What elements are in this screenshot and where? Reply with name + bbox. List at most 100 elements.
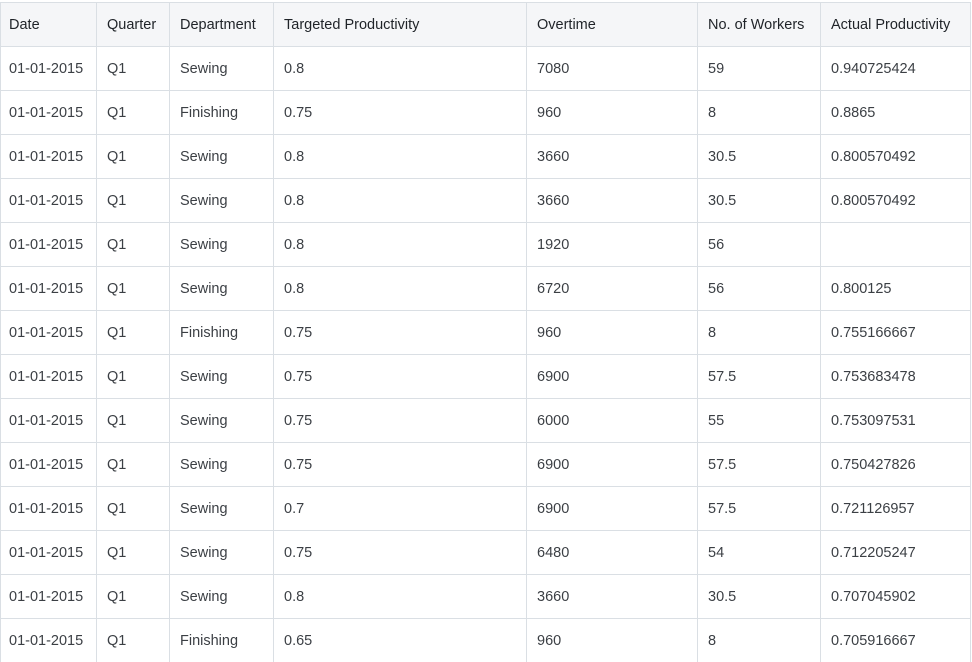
quarter-cell[interactable]: Q1: [97, 619, 170, 662]
actual-productivity-cell[interactable]: 0.753097531: [821, 399, 971, 443]
department-cell[interactable]: Sewing: [170, 179, 274, 223]
overtime-cell[interactable]: 3660: [527, 575, 698, 619]
date-cell[interactable]: 01-01-2015: [1, 487, 97, 531]
no-of-workers-cell[interactable]: 30.5: [698, 575, 821, 619]
overtime-cell[interactable]: 6900: [527, 355, 698, 399]
targeted-productivity-cell[interactable]: 0.75: [274, 443, 527, 487]
overtime-cell[interactable]: 3660: [527, 135, 698, 179]
department-cell[interactable]: Sewing: [170, 443, 274, 487]
no-of-workers-cell[interactable]: 55: [698, 399, 821, 443]
column-header-date[interactable]: Date: [1, 3, 97, 47]
column-header-actual-productivity[interactable]: Actual Productivity: [821, 3, 971, 47]
department-cell[interactable]: Sewing: [170, 531, 274, 575]
overtime-cell[interactable]: 1920: [527, 223, 698, 267]
department-cell[interactable]: Sewing: [170, 487, 274, 531]
department-cell[interactable]: Sewing: [170, 223, 274, 267]
department-cell[interactable]: Sewing: [170, 399, 274, 443]
actual-productivity-cell[interactable]: 0.753683478: [821, 355, 971, 399]
no-of-workers-cell[interactable]: 57.5: [698, 487, 821, 531]
actual-productivity-cell[interactable]: 0.800125: [821, 267, 971, 311]
no-of-workers-cell[interactable]: 8: [698, 619, 821, 662]
overtime-cell[interactable]: 7080: [527, 47, 698, 91]
targeted-productivity-cell[interactable]: 0.75: [274, 355, 527, 399]
department-cell[interactable]: Sewing: [170, 47, 274, 91]
department-cell[interactable]: Sewing: [170, 135, 274, 179]
no-of-workers-cell[interactable]: 8: [698, 311, 821, 355]
targeted-productivity-cell[interactable]: 0.8: [274, 135, 527, 179]
quarter-cell[interactable]: Q1: [97, 355, 170, 399]
department-cell[interactable]: Sewing: [170, 267, 274, 311]
date-cell[interactable]: 01-01-2015: [1, 179, 97, 223]
no-of-workers-cell[interactable]: 8: [698, 91, 821, 135]
actual-productivity-cell[interactable]: 0.800570492: [821, 179, 971, 223]
actual-productivity-cell[interactable]: 0.800570492: [821, 135, 971, 179]
overtime-cell[interactable]: 960: [527, 619, 698, 662]
quarter-cell[interactable]: Q1: [97, 575, 170, 619]
overtime-cell[interactable]: 960: [527, 311, 698, 355]
targeted-productivity-cell[interactable]: 0.75: [274, 91, 527, 135]
actual-productivity-cell[interactable]: 0.755166667: [821, 311, 971, 355]
date-cell[interactable]: 01-01-2015: [1, 223, 97, 267]
quarter-cell[interactable]: Q1: [97, 487, 170, 531]
overtime-cell[interactable]: 6480: [527, 531, 698, 575]
no-of-workers-cell[interactable]: 57.5: [698, 443, 821, 487]
targeted-productivity-cell[interactable]: 0.8: [274, 47, 527, 91]
actual-productivity-cell[interactable]: 0.712205247: [821, 531, 971, 575]
quarter-cell[interactable]: Q1: [97, 179, 170, 223]
actual-productivity-cell[interactable]: 0.8865: [821, 91, 971, 135]
department-cell[interactable]: Finishing: [170, 311, 274, 355]
no-of-workers-cell[interactable]: 54: [698, 531, 821, 575]
targeted-productivity-cell[interactable]: 0.75: [274, 399, 527, 443]
date-cell[interactable]: 01-01-2015: [1, 575, 97, 619]
quarter-cell[interactable]: Q1: [97, 443, 170, 487]
overtime-cell[interactable]: 6720: [527, 267, 698, 311]
date-cell[interactable]: 01-01-2015: [1, 531, 97, 575]
overtime-cell[interactable]: 6900: [527, 487, 698, 531]
overtime-cell[interactable]: 6900: [527, 443, 698, 487]
no-of-workers-cell[interactable]: 57.5: [698, 355, 821, 399]
date-cell[interactable]: 01-01-2015: [1, 267, 97, 311]
actual-productivity-cell[interactable]: 0.750427826: [821, 443, 971, 487]
actual-productivity-cell[interactable]: 0.707045902: [821, 575, 971, 619]
targeted-productivity-cell[interactable]: 0.7: [274, 487, 527, 531]
date-cell[interactable]: 01-01-2015: [1, 443, 97, 487]
quarter-cell[interactable]: Q1: [97, 399, 170, 443]
no-of-workers-cell[interactable]: 59: [698, 47, 821, 91]
targeted-productivity-cell[interactable]: 0.75: [274, 311, 527, 355]
date-cell[interactable]: 01-01-2015: [1, 47, 97, 91]
targeted-productivity-cell[interactable]: 0.8: [274, 179, 527, 223]
actual-productivity-cell[interactable]: 0.721126957: [821, 487, 971, 531]
department-cell[interactable]: Sewing: [170, 575, 274, 619]
column-header-overtime[interactable]: Overtime: [527, 3, 698, 47]
date-cell[interactable]: 01-01-2015: [1, 355, 97, 399]
overtime-cell[interactable]: 960: [527, 91, 698, 135]
targeted-productivity-cell[interactable]: 0.8: [274, 223, 527, 267]
targeted-productivity-cell[interactable]: 0.8: [274, 267, 527, 311]
department-cell[interactable]: Finishing: [170, 91, 274, 135]
overtime-cell[interactable]: 3660: [527, 179, 698, 223]
quarter-cell[interactable]: Q1: [97, 135, 170, 179]
no-of-workers-cell[interactable]: 56: [698, 223, 821, 267]
date-cell[interactable]: 01-01-2015: [1, 619, 97, 662]
date-cell[interactable]: 01-01-2015: [1, 399, 97, 443]
overtime-cell[interactable]: 6000: [527, 399, 698, 443]
no-of-workers-cell[interactable]: 56: [698, 267, 821, 311]
no-of-workers-cell[interactable]: 30.5: [698, 179, 821, 223]
column-header-no-of-workers[interactable]: No. of Workers: [698, 3, 821, 47]
targeted-productivity-cell[interactable]: 0.8: [274, 575, 527, 619]
quarter-cell[interactable]: Q1: [97, 311, 170, 355]
quarter-cell[interactable]: Q1: [97, 223, 170, 267]
targeted-productivity-cell[interactable]: 0.75: [274, 531, 527, 575]
date-cell[interactable]: 01-01-2015: [1, 91, 97, 135]
